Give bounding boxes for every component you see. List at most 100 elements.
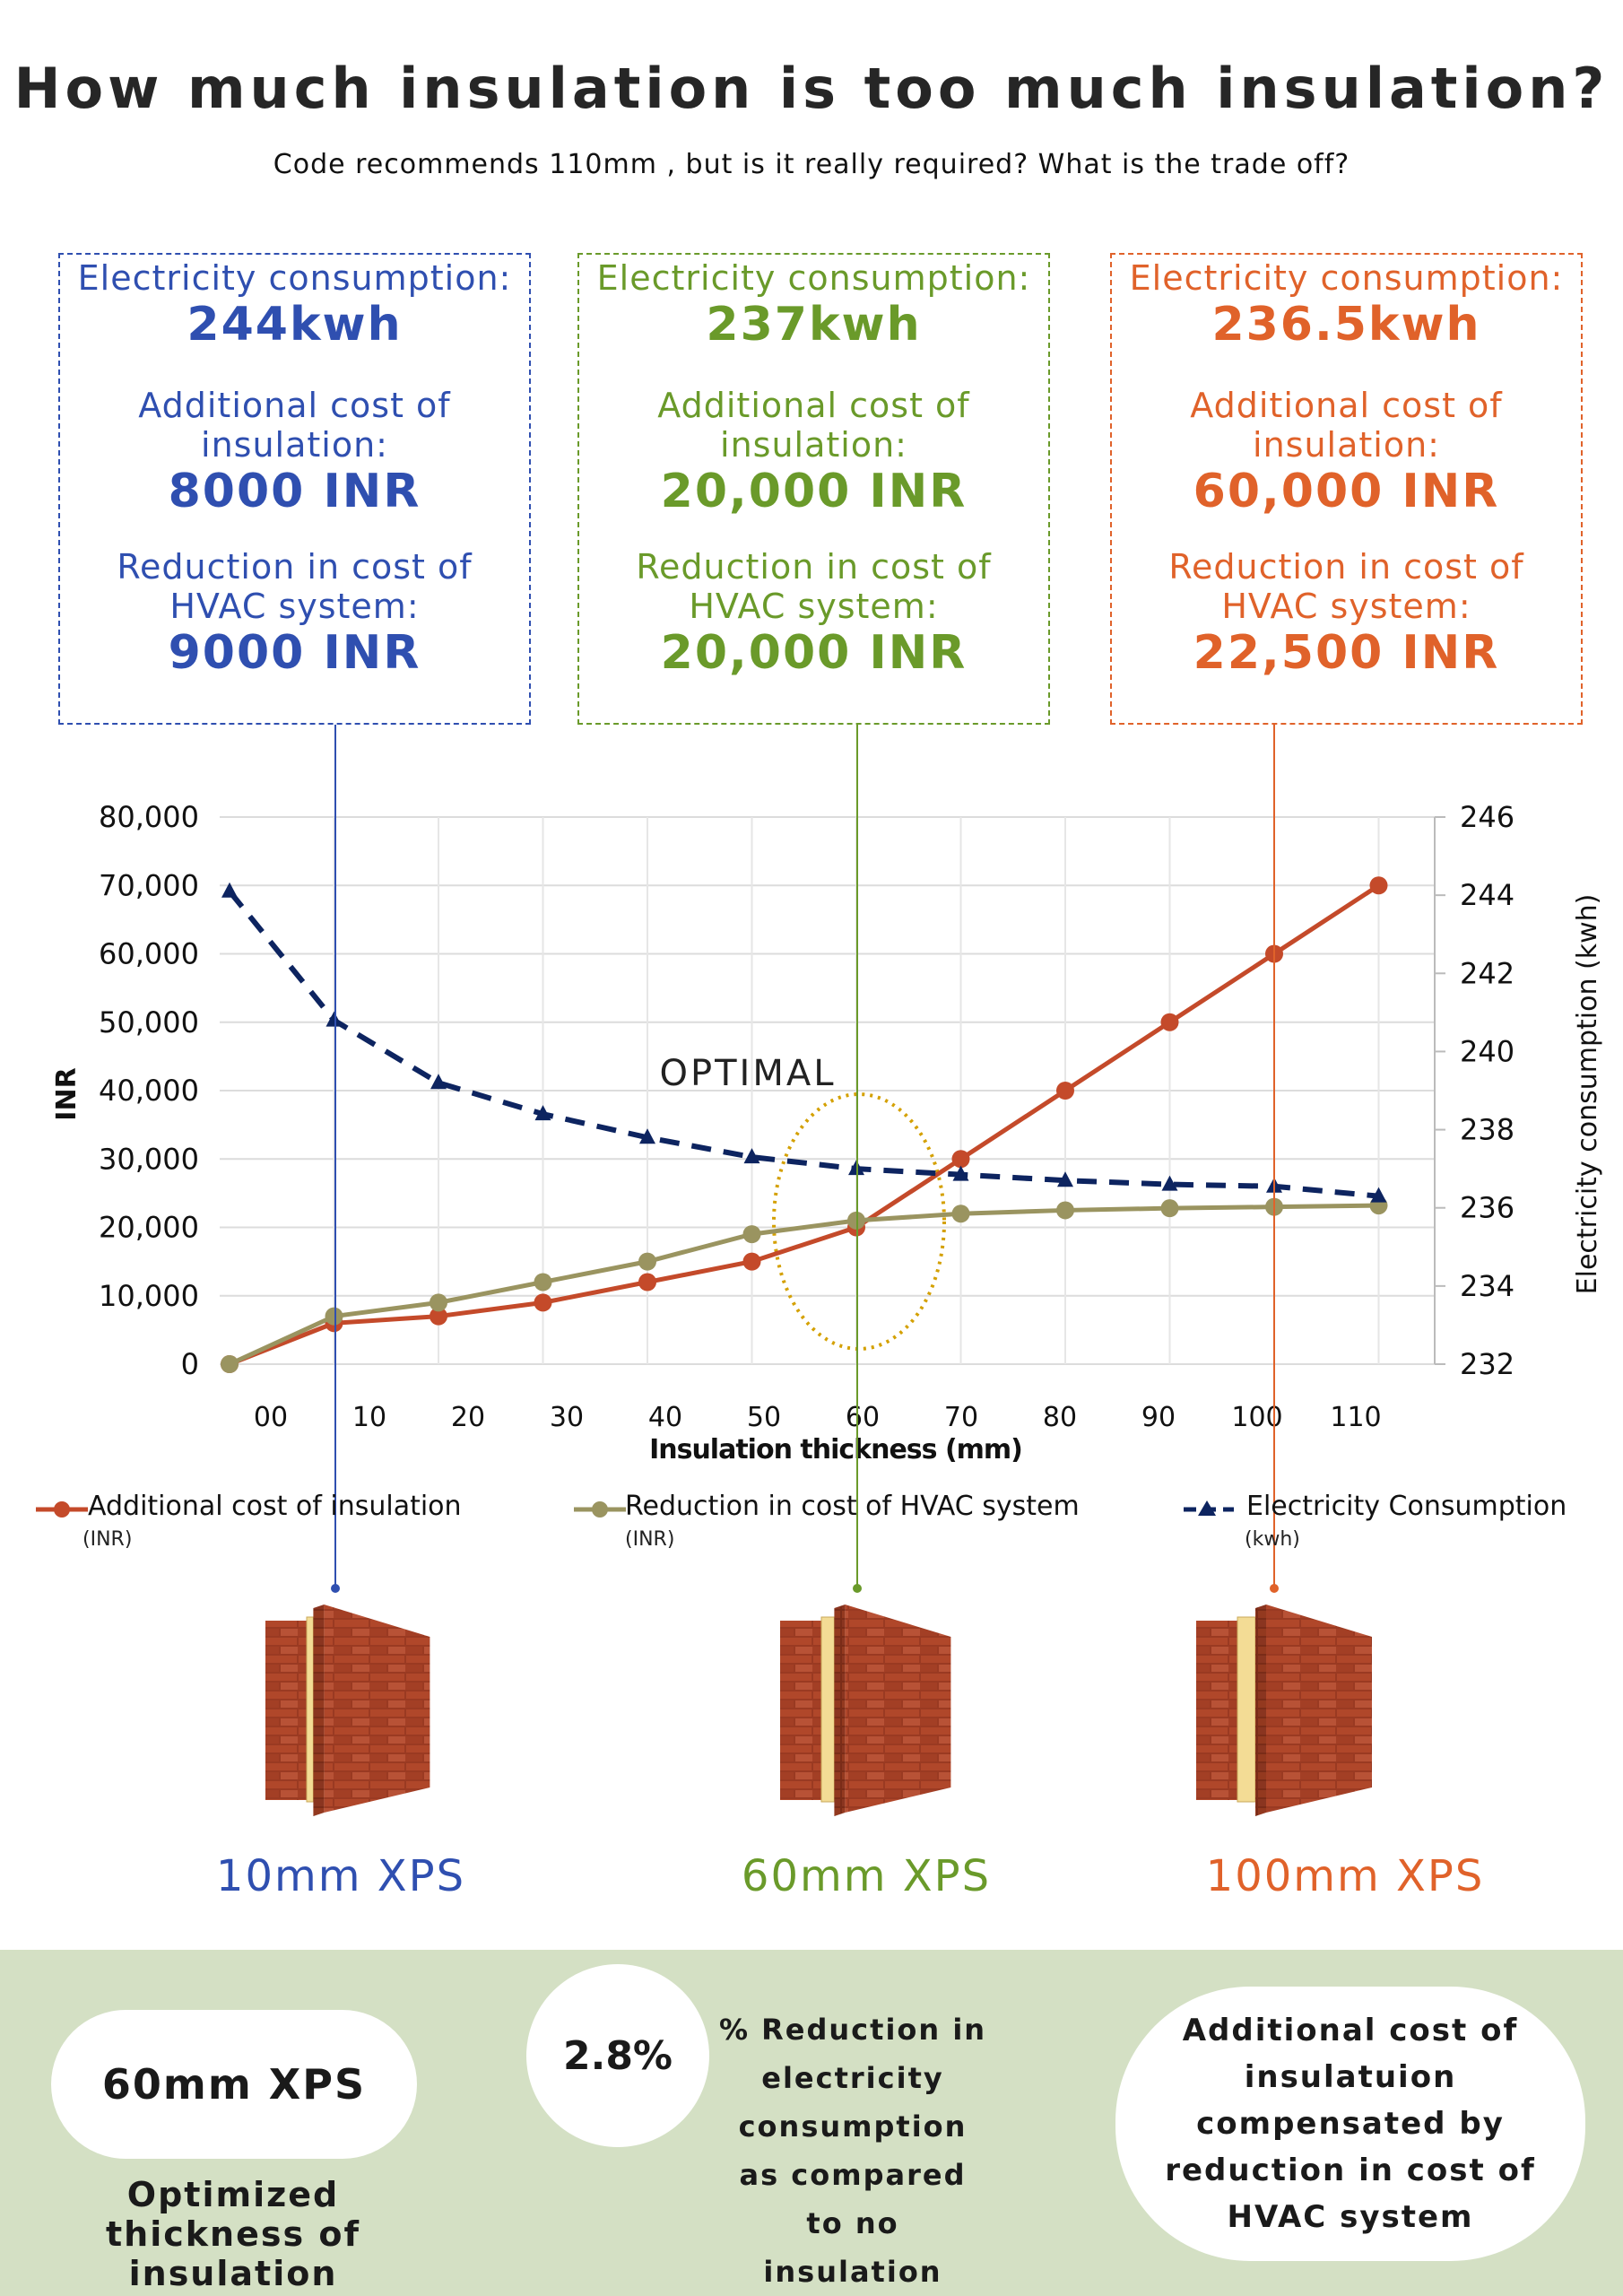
inner-brick-layer (780, 1621, 821, 1800)
data-point (742, 1225, 761, 1244)
y2-axis-ticks: 232 234 236 238 240 242 244 246 (1435, 800, 1515, 1381)
outer-brick-layer (1266, 1605, 1372, 1813)
legend-unit: (INR) (625, 1528, 675, 1551)
y2-tick-label: 234 (1460, 1269, 1515, 1303)
brick-side-face (313, 1605, 325, 1816)
optimal-circle (772, 1092, 946, 1351)
y-axis-label: INR (51, 1067, 82, 1120)
electricity-label: Electricity consumption: (596, 258, 1031, 298)
y2-tick-label: 232 (1460, 1347, 1515, 1381)
data-point (430, 1307, 447, 1326)
electricity-value: 237kwh (706, 298, 922, 352)
data-point (1056, 1201, 1074, 1220)
series-additional-cost-of-insulation (221, 876, 1388, 1373)
data-point (638, 1252, 656, 1271)
x-axis-ticks: 00 10 20 30 40 50 60 70 80 90 100 110 (254, 1402, 1382, 1433)
y2-tick-label: 244 (1460, 878, 1515, 912)
insulation-label: Additional cost of insulation: (1190, 386, 1503, 465)
series-line (229, 883, 1380, 1367)
electricity-label: Electricity consumption: (77, 258, 512, 298)
y2-axis-label: Electricity consumption (kwh) (1572, 894, 1603, 1295)
xps-insulation-layer (820, 1616, 835, 1803)
x-tick-label: 00 (254, 1402, 288, 1433)
data-point (952, 1165, 969, 1181)
series-reduction-in-cost-of-hvac-system (221, 1196, 1388, 1373)
guide-dot (331, 1584, 340, 1593)
data-point (1160, 1013, 1179, 1031)
x-tick-label: 90 (1141, 1402, 1176, 1433)
data-point (951, 1150, 970, 1169)
data-point (534, 1293, 552, 1312)
legend-marker-insulation (36, 1501, 88, 1518)
series-electricity-consumption (221, 882, 1387, 1203)
guide-line-60mm (856, 725, 858, 1588)
y2-tick-label: 240 (1460, 1034, 1515, 1068)
data-point (639, 1128, 655, 1144)
optimal-thickness-caption: Optimized thickness of insulation (106, 2175, 360, 2293)
y-tick-label: 0 (181, 1347, 199, 1381)
electricity-label: Electricity consumption: (1129, 258, 1564, 298)
data-point (221, 882, 238, 898)
data-point (743, 1148, 760, 1164)
brick-side-face (834, 1605, 846, 1816)
data-point (1057, 1171, 1073, 1187)
hvac-label: Reduction in cost of HVAC system: (1168, 547, 1524, 626)
inner-brick-layer (265, 1621, 307, 1800)
data-point (951, 1205, 970, 1223)
card-10mm: Electricity consumption: 244kwh Addition… (58, 253, 531, 725)
data-point (1369, 876, 1388, 895)
legend-electricity: Electricity Consumption (1246, 1491, 1567, 1522)
reduction-circle: 2.8% (526, 1964, 709, 2147)
chart-series (221, 876, 1388, 1373)
data-point (221, 1355, 239, 1373)
guide-line-10mm (334, 725, 336, 1588)
data-point (534, 1105, 551, 1121)
wall-label-60mm: 60mm XPS (741, 1851, 992, 1901)
x-tick-label: 20 (451, 1402, 485, 1433)
guide-dot (853, 1584, 862, 1593)
x-tick-label: 110 (1330, 1402, 1381, 1433)
data-point (1161, 1175, 1178, 1191)
legend-marker-hvac (574, 1501, 626, 1518)
insulation-label: Additional cost of insulation: (138, 386, 451, 465)
xps-insulation-layer (306, 1616, 314, 1803)
data-point (1370, 1187, 1387, 1203)
insulation-label: Additional cost of insulation: (657, 386, 970, 465)
guide-line-100mm (1273, 725, 1275, 1588)
y-tick-label: 70,000 (99, 868, 199, 902)
wall-60mm-illustration (780, 1605, 951, 1816)
brick-side-face (1255, 1605, 1266, 1816)
legend-hvac: Reduction in cost of HVAC system (625, 1491, 1080, 1522)
x-tick-label: 50 (747, 1402, 781, 1433)
hvac-value: 22,500 INR (1193, 626, 1500, 680)
y-tick-label: 50,000 (99, 1005, 199, 1039)
y2-tick-label: 236 (1460, 1191, 1515, 1225)
y2-tick-label: 246 (1460, 800, 1515, 834)
data-point (1160, 1199, 1179, 1218)
x-tick-label: 70 (944, 1402, 978, 1433)
wall-label-10mm: 10mm XPS (215, 1851, 466, 1901)
y-tick-label: 10,000 (99, 1279, 199, 1313)
y-tick-label: 30,000 (99, 1142, 199, 1176)
y2-tick-label: 238 (1460, 1113, 1515, 1147)
optimal-annotation: OPTIMAL (660, 1053, 837, 1094)
y-axis-ticks: 0 10,000 20,000 30,000 40,000 50,000 60,000 70,… (99, 800, 199, 1381)
chart-grid (220, 816, 1436, 1365)
insulation-value: 60,000 INR (1193, 465, 1500, 518)
x-tick-label: 60 (846, 1402, 880, 1433)
y-tick-label: 60,000 (99, 937, 199, 971)
y-tick-label: 20,000 (99, 1211, 199, 1245)
outer-brick-layer (845, 1605, 951, 1813)
xps-insulation-layer (1237, 1616, 1256, 1803)
series-line (228, 1203, 1379, 1367)
data-point (742, 1252, 761, 1271)
compensation-note: Additional cost of insulatuion compensat… (1115, 1987, 1585, 2261)
inner-brick-layer (1196, 1621, 1237, 1800)
y-tick-label: 80,000 (99, 800, 199, 834)
electricity-value: 244kwh (187, 298, 403, 352)
wall-10mm-illustration (265, 1605, 430, 1816)
data-point (430, 1074, 447, 1090)
data-point (638, 1273, 656, 1292)
hvac-value: 9000 INR (168, 626, 421, 680)
insulation-value: 8000 INR (168, 465, 421, 518)
